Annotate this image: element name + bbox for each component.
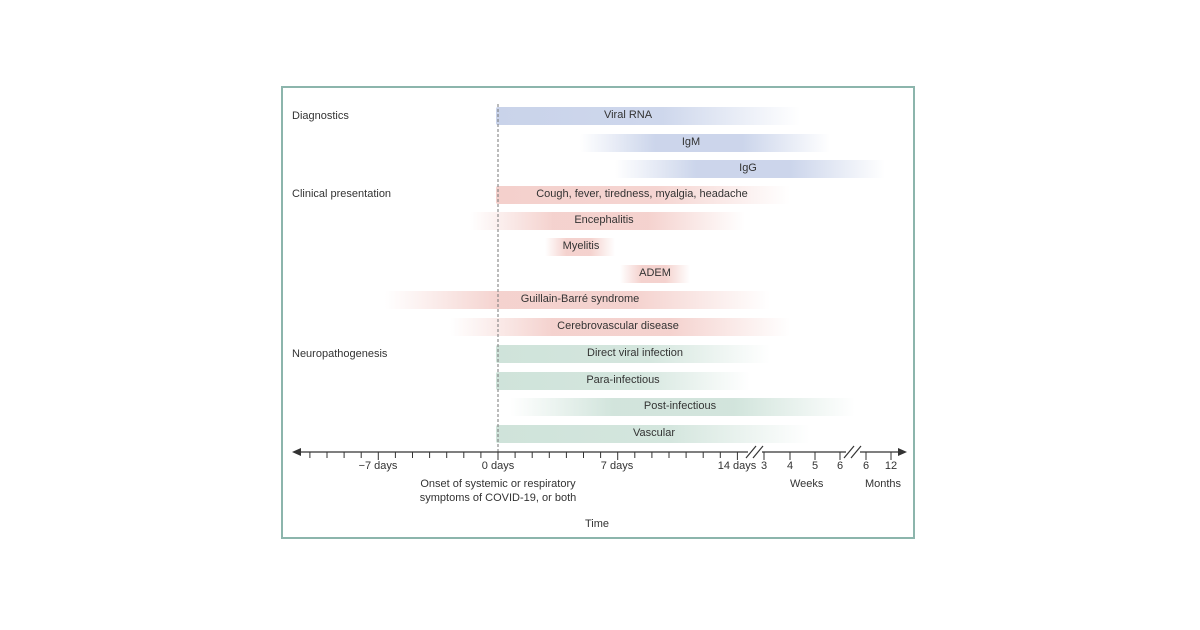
bar-label: Encephalitis bbox=[574, 214, 634, 226]
bar-label: ADEM bbox=[639, 267, 671, 279]
bar-label: Myelitis bbox=[562, 240, 600, 252]
axis-tick-label: 4 bbox=[786, 460, 794, 472]
onset-caption-line-1: Onset of systemic or respiratory bbox=[420, 478, 576, 490]
axis-ticks bbox=[309, 452, 892, 460]
bar-adem bbox=[620, 265, 690, 283]
bar-igg bbox=[615, 160, 885, 178]
axis-tick-label: 6 bbox=[862, 460, 870, 472]
axis-tick-label: 0 days bbox=[481, 460, 515, 472]
axis-tick-label: 6 bbox=[836, 460, 844, 472]
bar-label: Guillain-Barré syndrome bbox=[520, 293, 640, 305]
months-label: Months bbox=[864, 478, 902, 490]
bar-para-infectious bbox=[496, 372, 750, 390]
bar-label: Para-infectious bbox=[586, 374, 660, 386]
bar-encephalitis bbox=[470, 212, 745, 230]
axis-break-1 bbox=[745, 445, 764, 459]
bar-label: Post-infectious bbox=[643, 400, 717, 412]
bar-post-infectious bbox=[510, 398, 855, 416]
axis-arrow-right bbox=[898, 448, 907, 456]
onset-caption-line-2: symptoms of COVID-19, or both bbox=[419, 492, 577, 504]
bar-label: Cerebrovascular disease bbox=[557, 320, 679, 332]
bar-label: Direct viral infection bbox=[587, 347, 683, 359]
axis-tick-label: 12 bbox=[884, 460, 898, 472]
category-neuropathogenesis: Neuropathogenesis bbox=[292, 348, 388, 360]
axis-tick-label: 3 bbox=[760, 460, 768, 472]
bar-label: Cough, fever, tiredness, myalgia, headac… bbox=[536, 188, 748, 200]
bar-label: Viral RNA bbox=[603, 109, 653, 121]
axis-tick-label: 14 days bbox=[717, 460, 757, 472]
axis-arrow-left bbox=[292, 448, 301, 456]
bar-label: IgM bbox=[681, 136, 701, 148]
axis-tick-label: 7 days bbox=[600, 460, 634, 472]
weeks-label: Weeks bbox=[790, 478, 824, 490]
bar-igm bbox=[580, 134, 830, 152]
axis-tick-label: −7 days bbox=[358, 460, 398, 472]
bar-cerebrovascular-disease bbox=[450, 318, 790, 336]
bar-vascular bbox=[496, 425, 810, 443]
bar-guillain-barr-syndrome bbox=[385, 291, 770, 309]
bar-label: Vascular bbox=[633, 427, 675, 439]
bar-myelitis bbox=[545, 238, 615, 256]
onset-caption: Onset of systemic or respiratory symptom… bbox=[400, 477, 596, 505]
category-clinical-presentation: Clinical presentation bbox=[292, 188, 392, 200]
bar-label: IgG bbox=[739, 162, 757, 174]
bar-cough-fever-tiredness-myalgia-headache bbox=[496, 186, 790, 204]
bar-viral-rna bbox=[496, 107, 800, 125]
axis-tick-label: 5 bbox=[811, 460, 819, 472]
axis-break-2 bbox=[843, 445, 862, 459]
time-label: Time bbox=[584, 518, 610, 530]
bar-direct-viral-infection bbox=[496, 345, 770, 363]
category-diagnostics: Diagnostics bbox=[292, 110, 349, 122]
